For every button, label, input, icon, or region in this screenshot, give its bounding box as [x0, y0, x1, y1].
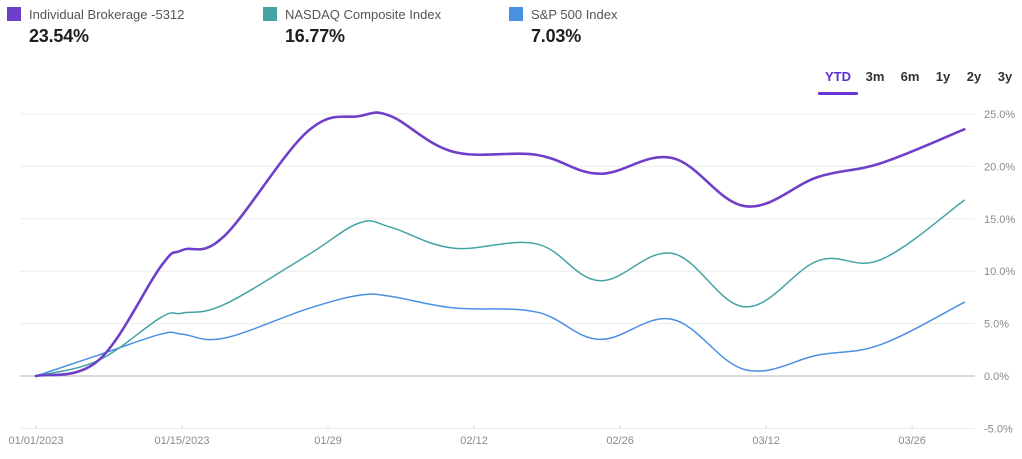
y-tick-label: 0.0%: [984, 371, 1009, 383]
time-range-selector: YTD 3m 6m 1y 2y 3y: [818, 67, 1020, 95]
y-tick-label: 5.0%: [984, 319, 1009, 331]
y-axis: 25.0% 20.0% 15.0% 10.0% 5.0% 0.0% -5.0%: [984, 109, 1015, 435]
brokerage-color-swatch: [7, 7, 21, 21]
x-tick-label: 02/26: [606, 435, 634, 447]
y-tick-label: 25.0%: [984, 109, 1015, 121]
x-tick-label: 01/15/2023: [154, 435, 209, 447]
legend-label: NASDAQ Composite Index: [285, 7, 442, 22]
chart-gridlines: [20, 113, 975, 429]
y-tick-label: 20.0%: [984, 161, 1015, 173]
chart-series-lines: [34, 111, 966, 378]
range-3y-button[interactable]: 3y: [997, 69, 1013, 84]
legend-return-value: 16.77%: [285, 26, 345, 46]
range-1y-button[interactable]: 1y: [935, 69, 951, 84]
range-2y-button[interactable]: 2y: [966, 69, 982, 84]
x-tick-label: 01/01/2023: [8, 435, 63, 447]
legend-label: S&P 500 Index: [531, 7, 618, 22]
y-tick-label: -5.0%: [984, 423, 1013, 435]
sp500-line[interactable]: [35, 293, 966, 377]
legend-return-value: 23.54%: [29, 26, 89, 46]
x-tick-label: 03/26: [898, 435, 926, 447]
y-tick-label: 15.0%: [984, 214, 1015, 226]
legend-label: Individual Brokerage -5312: [29, 7, 185, 22]
x-tick-label: 03/12: [752, 435, 780, 447]
x-axis: 01/01/2023 01/15/2023 01/29 02/12 02/26 03/12…: [8, 425, 926, 447]
sp500-color-swatch: [509, 7, 523, 21]
legend-return-value: 7.03%: [531, 26, 582, 46]
chart-legend: Individual Brokerage -5312 23.54% NASDAQ…: [0, 0, 1022, 50]
brokerage-line[interactable]: [34, 111, 966, 378]
range-ytd-button[interactable]: YTD: [818, 67, 858, 95]
nasdaq-line[interactable]: [35, 199, 966, 377]
y-tick-label: 10.0%: [984, 266, 1015, 278]
x-tick-label: 02/12: [460, 435, 488, 447]
range-3m-button[interactable]: 3m: [865, 69, 885, 84]
range-6m-button[interactable]: 6m: [900, 69, 920, 84]
nasdaq-color-swatch: [263, 7, 277, 21]
x-tick-label: 01/29: [314, 435, 342, 447]
